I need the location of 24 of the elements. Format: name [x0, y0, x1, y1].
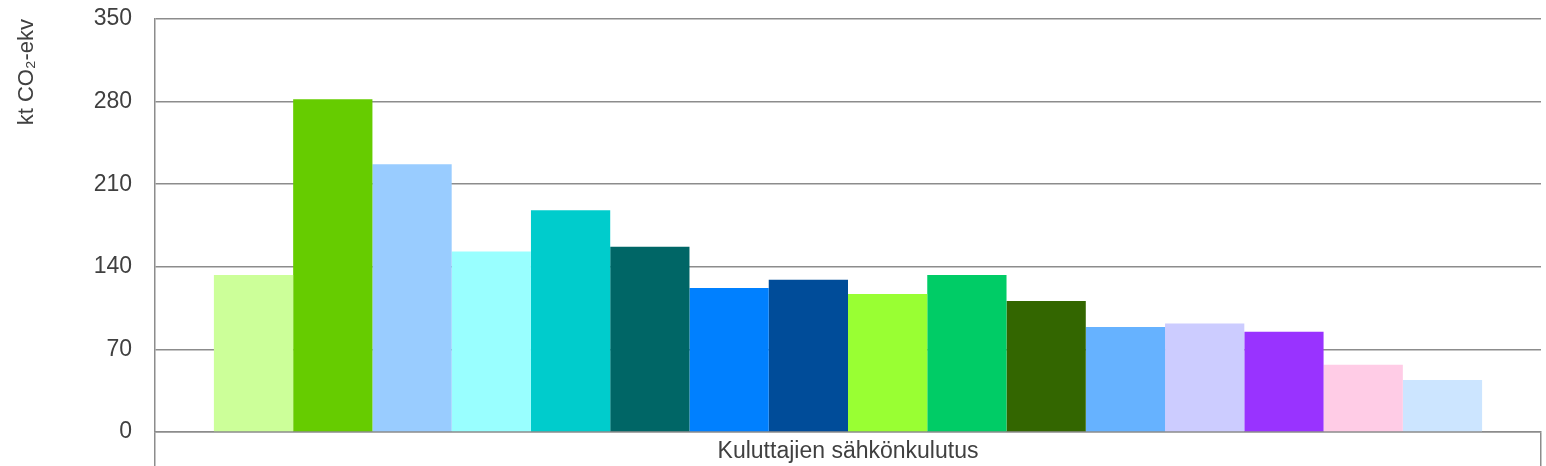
bar [689, 288, 769, 432]
bar [1244, 331, 1324, 432]
bar [848, 293, 928, 432]
bar [1006, 301, 1086, 432]
y-tick-label: 350 [93, 4, 132, 31]
bar [372, 164, 452, 432]
bar [768, 279, 848, 432]
bar [610, 246, 690, 432]
bar [1323, 364, 1403, 432]
bar [1085, 326, 1166, 432]
bar [927, 275, 1007, 432]
y-tick-label: 280 [93, 86, 132, 113]
y-tick-label: 70 [106, 334, 132, 361]
y-tick-label: 0 [119, 417, 132, 444]
bar [293, 99, 373, 432]
bar [1165, 323, 1245, 432]
bar [451, 251, 531, 432]
y-axis-title: kt CO₂-ekv [13, 19, 39, 126]
bar [530, 210, 611, 432]
y-tick-label: 140 [93, 252, 132, 279]
bar [1402, 380, 1483, 432]
bar [213, 275, 294, 432]
x-tick-label: Kuluttajien sähkönkulutus [717, 437, 979, 464]
y-tick-label: 210 [93, 169, 132, 196]
